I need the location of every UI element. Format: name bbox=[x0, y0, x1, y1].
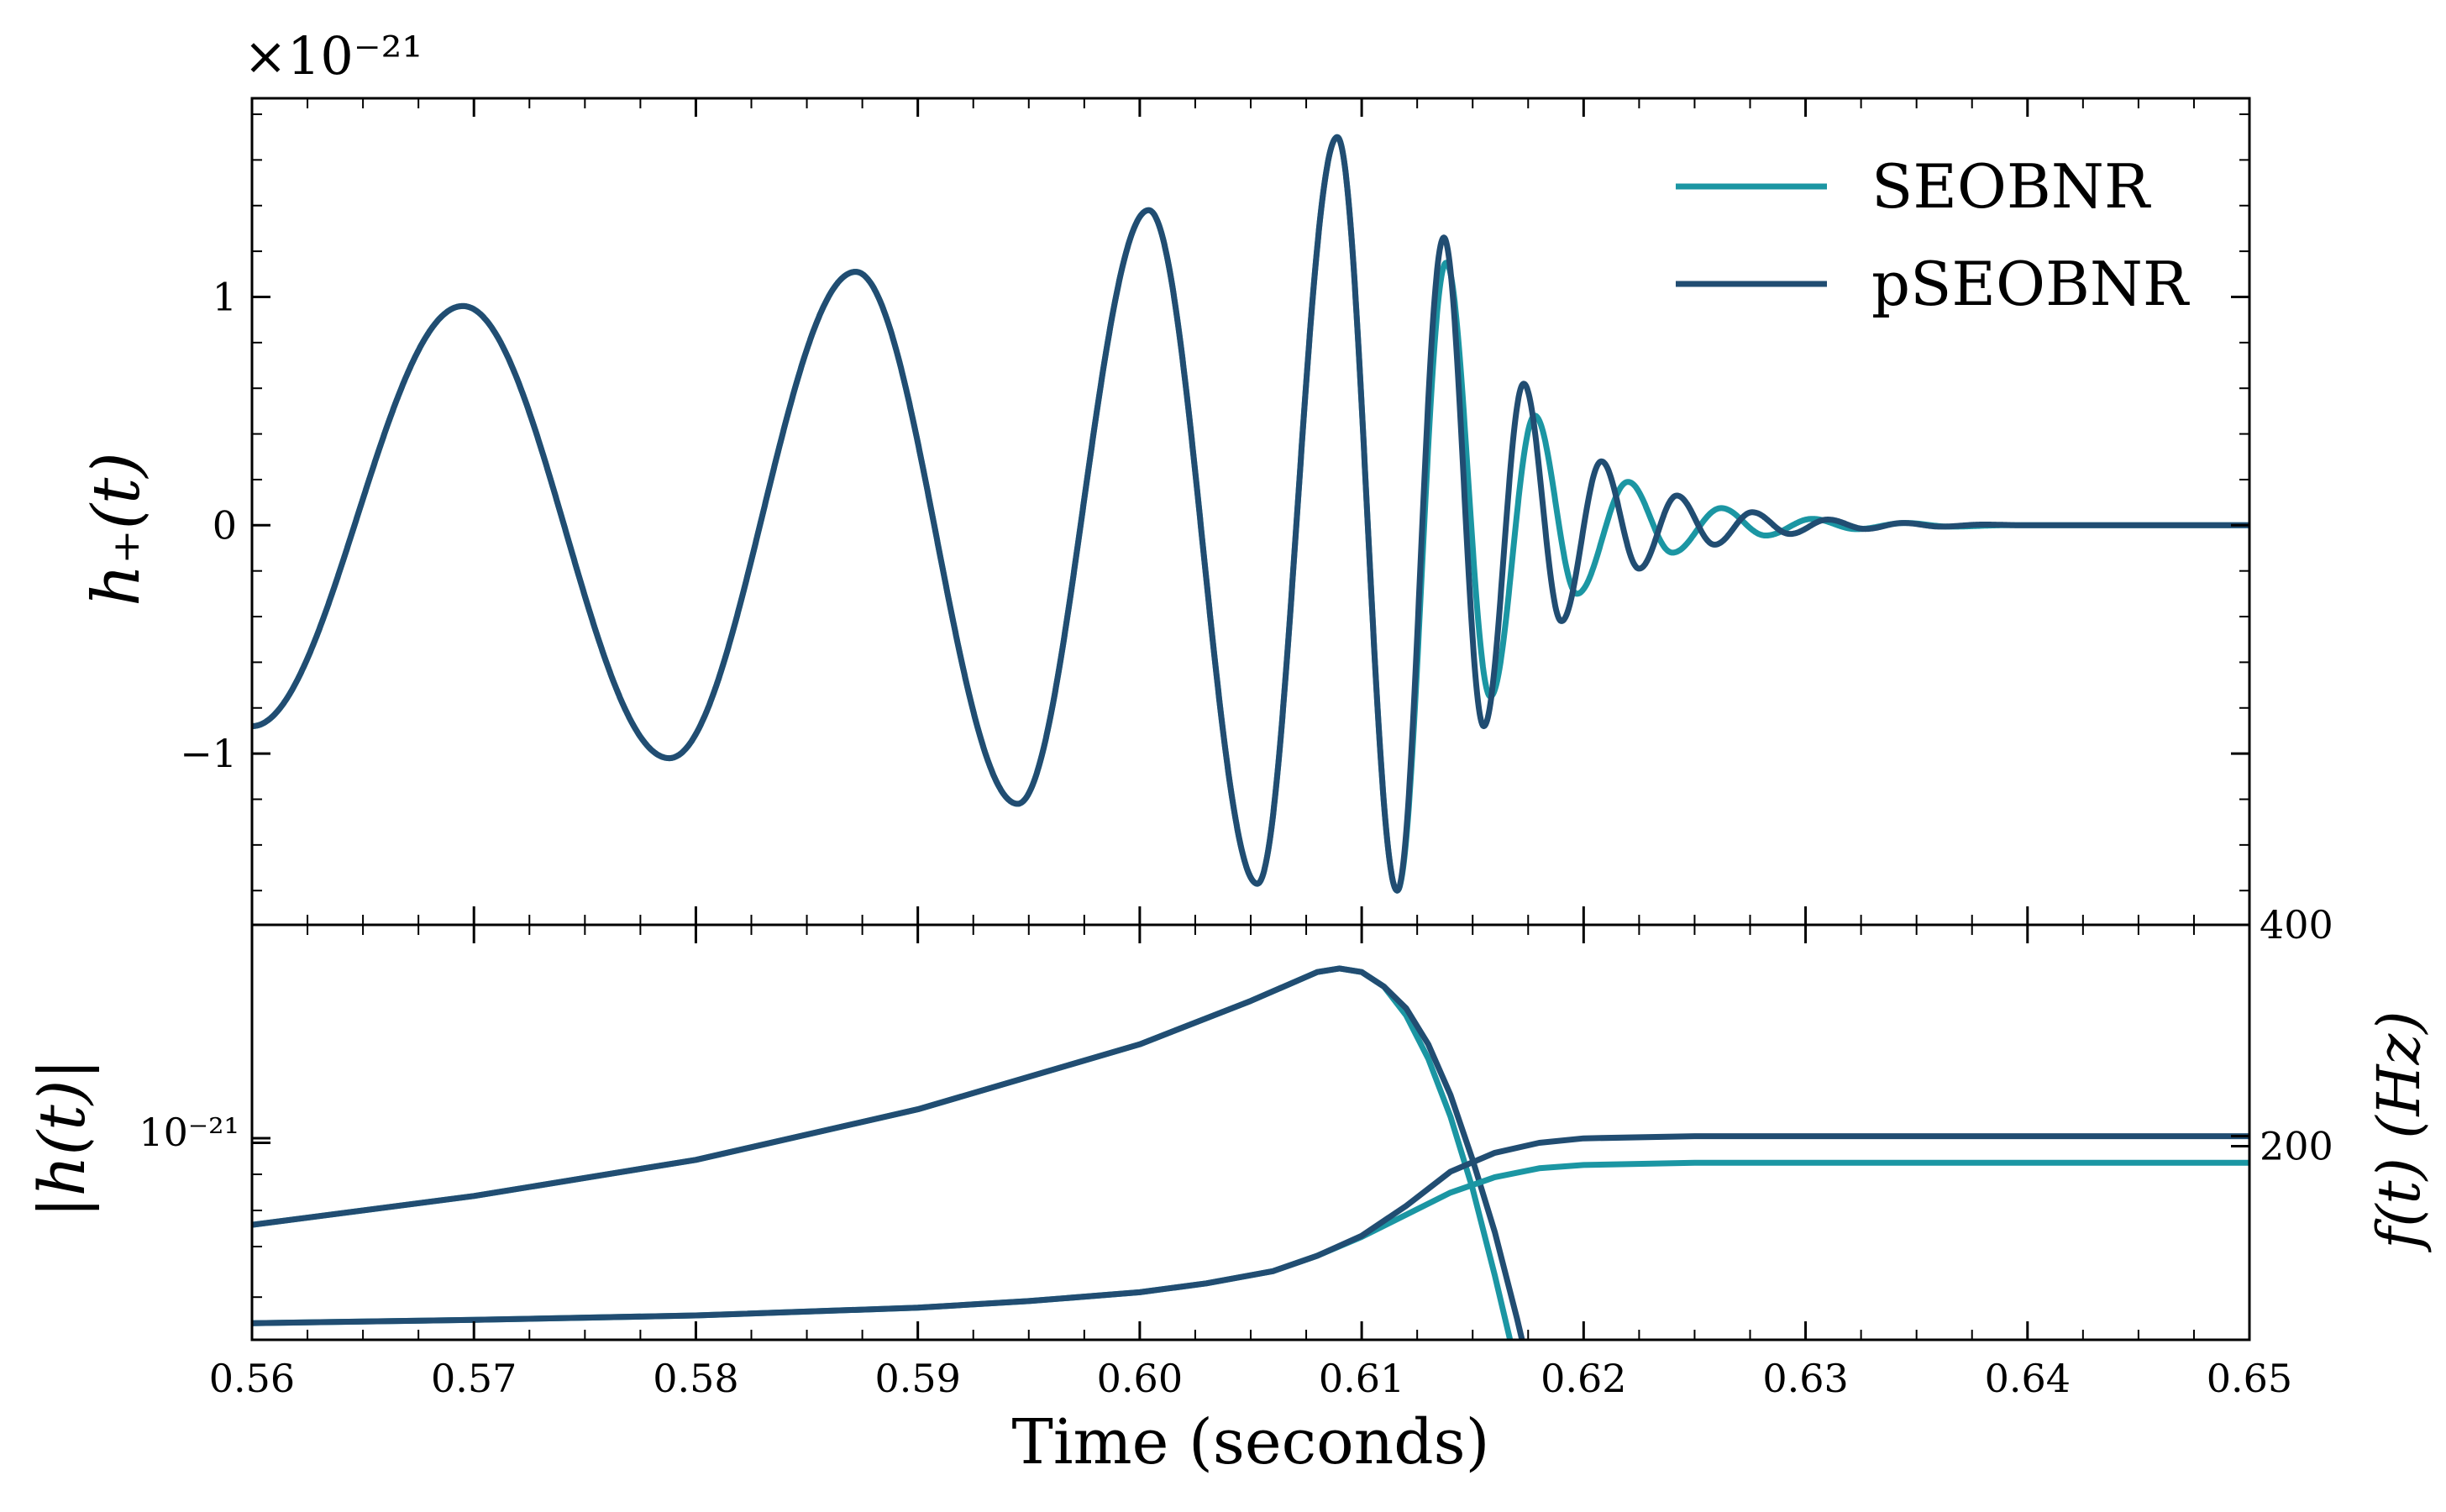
series-line-pseobnr bbox=[252, 134, 2249, 894]
offset-text: ×10⁻²¹ bbox=[244, 25, 423, 87]
top-waveform-series bbox=[252, 134, 2249, 894]
y-tick-label: −1 bbox=[180, 731, 237, 776]
x-tick-label: 0.56 bbox=[209, 1356, 295, 1401]
bottom-axes-frame bbox=[250, 923, 2251, 1341]
top-y-axis-label: h₊(t) bbox=[79, 452, 155, 606]
legend-label-pseobnr: pSEOBNR bbox=[1871, 249, 2190, 319]
amplitude-line-pseobnr bbox=[252, 965, 1525, 1340]
x-axis-label: Time (seconds) bbox=[1011, 1406, 1489, 1478]
legend: SEOBNR pSEOBNR bbox=[1676, 151, 2190, 319]
x-tick-label: 0.63 bbox=[1762, 1356, 1848, 1401]
x-tick-label: 0.58 bbox=[653, 1356, 738, 1401]
bottom-amplitude-frequency-series bbox=[252, 965, 2249, 1340]
bottom-left-ytick-label: 10⁻²¹ bbox=[139, 1110, 239, 1155]
y-tick-label: 1 bbox=[213, 274, 237, 319]
bottom-panel: 0.56 0.57 0.58 0.59 0.60 0.61 0.62 0.63 0.64 0.65… bbox=[24, 902, 2433, 1478]
bottom-axis-ticks: 0.56 0.57 0.58 0.59 0.60 0.61 0.62 0.63 0.64 0.65… bbox=[209, 902, 2333, 1401]
y-tick-label: 0 bbox=[213, 502, 237, 548]
x-tick-label: 0.60 bbox=[1097, 1356, 1183, 1401]
x-tick-label: 0.61 bbox=[1319, 1356, 1404, 1401]
frequency-line-pseobnr bbox=[252, 1133, 2249, 1326]
x-tick-label: 0.64 bbox=[1985, 1356, 2071, 1401]
bottom-right-y-axis-label: f(t) (Hz) bbox=[2365, 1011, 2433, 1252]
top-panel: 1 0 −1 ×10⁻²¹ h₊(t) SEOBNR pSEOBNR bbox=[79, 25, 2251, 927]
x-tick-label: 0.65 bbox=[2207, 1356, 2292, 1401]
x-tick-label: 0.59 bbox=[874, 1356, 960, 1401]
x-tick-label: 0.62 bbox=[1541, 1356, 1626, 1401]
x-tick-label: 0.57 bbox=[431, 1356, 517, 1401]
legend-label-seobnr: SEOBNR bbox=[1871, 151, 2151, 222]
bottom-left-y-axis-label: |h(t)| bbox=[24, 1058, 99, 1218]
freq-tick-label: 400 bbox=[2260, 902, 2333, 948]
freq-tick-label: 200 bbox=[2260, 1123, 2333, 1168]
